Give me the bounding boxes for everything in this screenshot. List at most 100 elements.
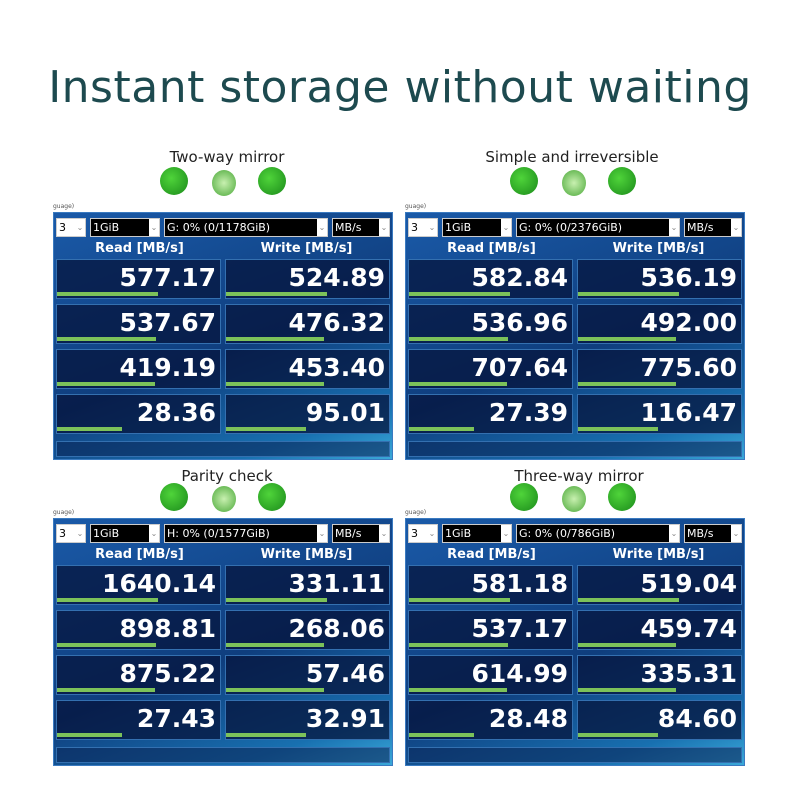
write-progress-bar (226, 427, 306, 431)
read-progress-bar (57, 337, 157, 341)
status-strip (408, 441, 742, 457)
read-value: 581.18 (471, 569, 568, 598)
benchmark-window: 3 ⌄ 1GiB ⌄ G: 0% (0/786GiB) ⌄ MB/s ⌄ Read [M… (405, 518, 745, 766)
read-progress-bar (57, 292, 159, 296)
write-progress-bar (226, 688, 324, 692)
status-strip (56, 441, 390, 457)
write-progress-bar (578, 382, 676, 386)
read-header: Read [MB/s] (447, 241, 536, 256)
read-result-cell: 707.64 (408, 349, 573, 389)
read-value: 419.19 (119, 353, 216, 382)
write-value: 775.60 (640, 353, 737, 382)
write-progress-bar (578, 733, 658, 737)
panel-caption: Three-way mirror (514, 467, 644, 485)
write-result-cell: 84.60 (577, 700, 742, 740)
unit-select[interactable]: MB/s ⌄ (684, 218, 742, 237)
write-result-cell: 453.40 (225, 349, 390, 389)
read-progress-bar (409, 292, 511, 296)
drive-select[interactable]: G: 0% (0/786GiB) ⌄ (516, 524, 680, 543)
panel-caption: Two-way mirror (169, 148, 285, 166)
size-select[interactable]: 1GiB ⌄ (90, 218, 160, 237)
toolbar: 3 ⌄ 1GiB ⌄ G: 0% (0/2376GiB) ⌄ MB/s ⌄ (408, 218, 742, 237)
count-select[interactable]: 3 ⌄ (56, 218, 86, 237)
write-progress-bar (226, 337, 324, 341)
unit-select[interactable]: MB/s ⌄ (684, 524, 742, 543)
write-value: 536.19 (640, 263, 737, 292)
read-progress-bar (409, 688, 507, 692)
unit-select[interactable]: MB/s ⌄ (332, 218, 390, 237)
panel-caption: Parity check (181, 467, 273, 485)
read-progress-bar (409, 733, 475, 737)
write-value: 519.04 (640, 569, 737, 598)
write-progress-bar (578, 688, 676, 692)
read-value: 614.99 (471, 659, 568, 688)
write-result-cell: 459.74 (577, 610, 742, 650)
results-grid: 581.18 519.04 537.17 459.74 614.99 335.31 28.4… (408, 565, 742, 740)
read-result-cell: 1640.14 (56, 565, 221, 605)
read-progress-bar (57, 733, 123, 737)
write-result-cell: 116.47 (577, 394, 742, 434)
chevron-down-icon: ⌄ (669, 219, 679, 236)
size-select[interactable]: 1GiB ⌄ (442, 524, 512, 543)
read-value: 582.84 (471, 263, 568, 292)
read-result-cell: 875.22 (56, 655, 221, 695)
menu-fragment: guage) (53, 509, 75, 516)
write-value: 524.89 (288, 263, 385, 292)
benchmark-window: 3 ⌄ 1GiB ⌄ H: 0% (0/1577GiB) ⌄ MB/s ⌄ Read [… (53, 518, 393, 766)
drive-select[interactable]: G: 0% (0/1178GiB) ⌄ (164, 218, 328, 237)
size-select[interactable]: 1GiB ⌄ (90, 524, 160, 543)
read-value: 707.64 (471, 353, 568, 382)
read-value: 1640.14 (102, 569, 216, 598)
read-result-cell: 419.19 (56, 349, 221, 389)
read-value: 536.96 (471, 308, 568, 337)
chevron-down-icon: ⌄ (75, 219, 85, 236)
green-dot-icon (258, 167, 286, 195)
write-result-cell: 775.60 (577, 349, 742, 389)
size-select[interactable]: 1GiB ⌄ (442, 218, 512, 237)
write-header: Write [MB/s] (260, 241, 353, 256)
write-value: 331.11 (288, 569, 385, 598)
write-progress-bar (226, 292, 328, 296)
count-select[interactable]: 3 ⌄ (56, 524, 86, 543)
read-progress-bar (57, 427, 123, 431)
chevron-down-icon: ⌄ (427, 525, 437, 542)
write-value: 476.32 (288, 308, 385, 337)
drive-select[interactable]: H: 0% (0/1577GiB) ⌄ (164, 524, 328, 543)
write-progress-bar (578, 643, 676, 647)
read-value: 27.43 (136, 704, 216, 733)
read-value: 875.22 (119, 659, 216, 688)
write-result-cell: 519.04 (577, 565, 742, 605)
menu-fragment: guage) (405, 203, 427, 210)
read-progress-bar (57, 688, 155, 692)
read-progress-bar (409, 382, 507, 386)
unit-select[interactable]: MB/s ⌄ (332, 524, 390, 543)
green-dot-icon (562, 170, 586, 196)
chevron-down-icon: ⌄ (427, 219, 437, 236)
write-result-cell: 268.06 (225, 610, 390, 650)
green-dot-icon (510, 167, 538, 195)
write-progress-bar (578, 598, 680, 602)
read-progress-bar (57, 382, 155, 386)
chevron-down-icon: ⌄ (501, 219, 511, 236)
write-header: Write [MB/s] (612, 547, 705, 562)
read-result-cell: 27.43 (56, 700, 221, 740)
read-result-cell: 582.84 (408, 259, 573, 299)
drive-select[interactable]: G: 0% (0/2376GiB) ⌄ (516, 218, 680, 237)
read-progress-bar (409, 643, 509, 647)
benchmark-panel: guage) 3 ⌄ 1GiB ⌄ H: 0% (0/1577GiB) ⌄ MB/s ⌄… (53, 509, 393, 766)
column-headers: Read [MB/s] Write [MB/s] (56, 241, 390, 256)
page-title: Instant storage without waiting (48, 62, 752, 113)
count-select[interactable]: 3 ⌄ (408, 218, 438, 237)
write-value: 84.60 (657, 704, 737, 733)
write-progress-bar (578, 427, 658, 431)
results-grid: 1640.14 331.11 898.81 268.06 875.22 57.46 27.4… (56, 565, 390, 740)
read-value: 27.39 (488, 398, 568, 427)
green-dot-icon (510, 483, 538, 511)
read-result-cell: 537.67 (56, 304, 221, 344)
benchmark-panel: guage) 3 ⌄ 1GiB ⌄ G: 0% (0/1178GiB) ⌄ MB/s ⌄… (53, 203, 393, 460)
menu-fragment: guage) (405, 509, 427, 516)
read-value: 898.81 (119, 614, 216, 643)
read-result-cell: 898.81 (56, 610, 221, 650)
count-select[interactable]: 3 ⌄ (408, 524, 438, 543)
write-value: 95.01 (305, 398, 385, 427)
